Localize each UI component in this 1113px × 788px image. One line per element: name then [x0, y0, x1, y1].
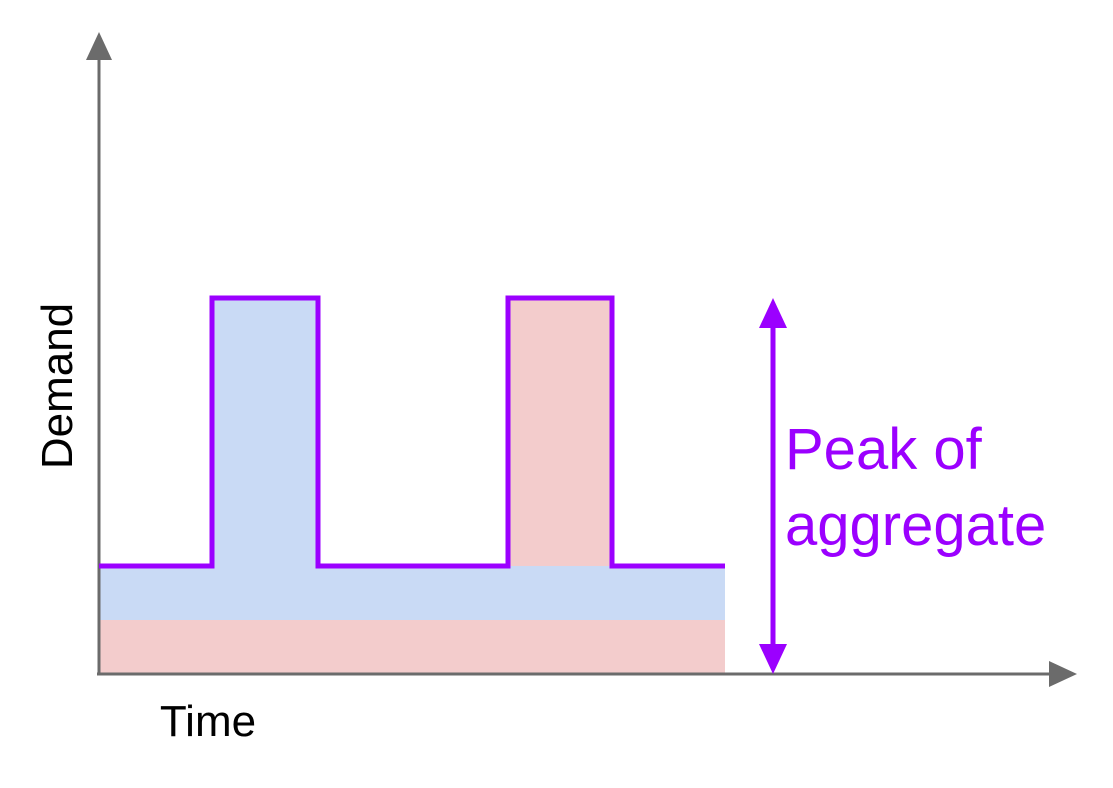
y-axis-arrowhead — [86, 32, 112, 60]
peak-annotation-line-2: aggregate — [785, 493, 1046, 558]
peak-double-arrow — [759, 298, 787, 674]
demand-areas — [99, 298, 725, 674]
x-axis-arrowhead — [1049, 661, 1077, 687]
base-demand-b-area — [99, 620, 725, 674]
y-axis-label: Demand — [33, 303, 82, 469]
peak-annotation-line-1: Peak of — [785, 417, 983, 482]
peak-arrow-down-head — [759, 644, 787, 674]
axes — [86, 32, 1077, 687]
peak-a-area — [212, 298, 318, 566]
peak-b-area — [508, 298, 612, 566]
x-axis-label: Time — [160, 697, 256, 746]
peak-arrow-up-head — [759, 298, 787, 328]
base-demand-a-area — [99, 566, 725, 620]
aggregate-demand-line — [99, 295, 725, 569]
